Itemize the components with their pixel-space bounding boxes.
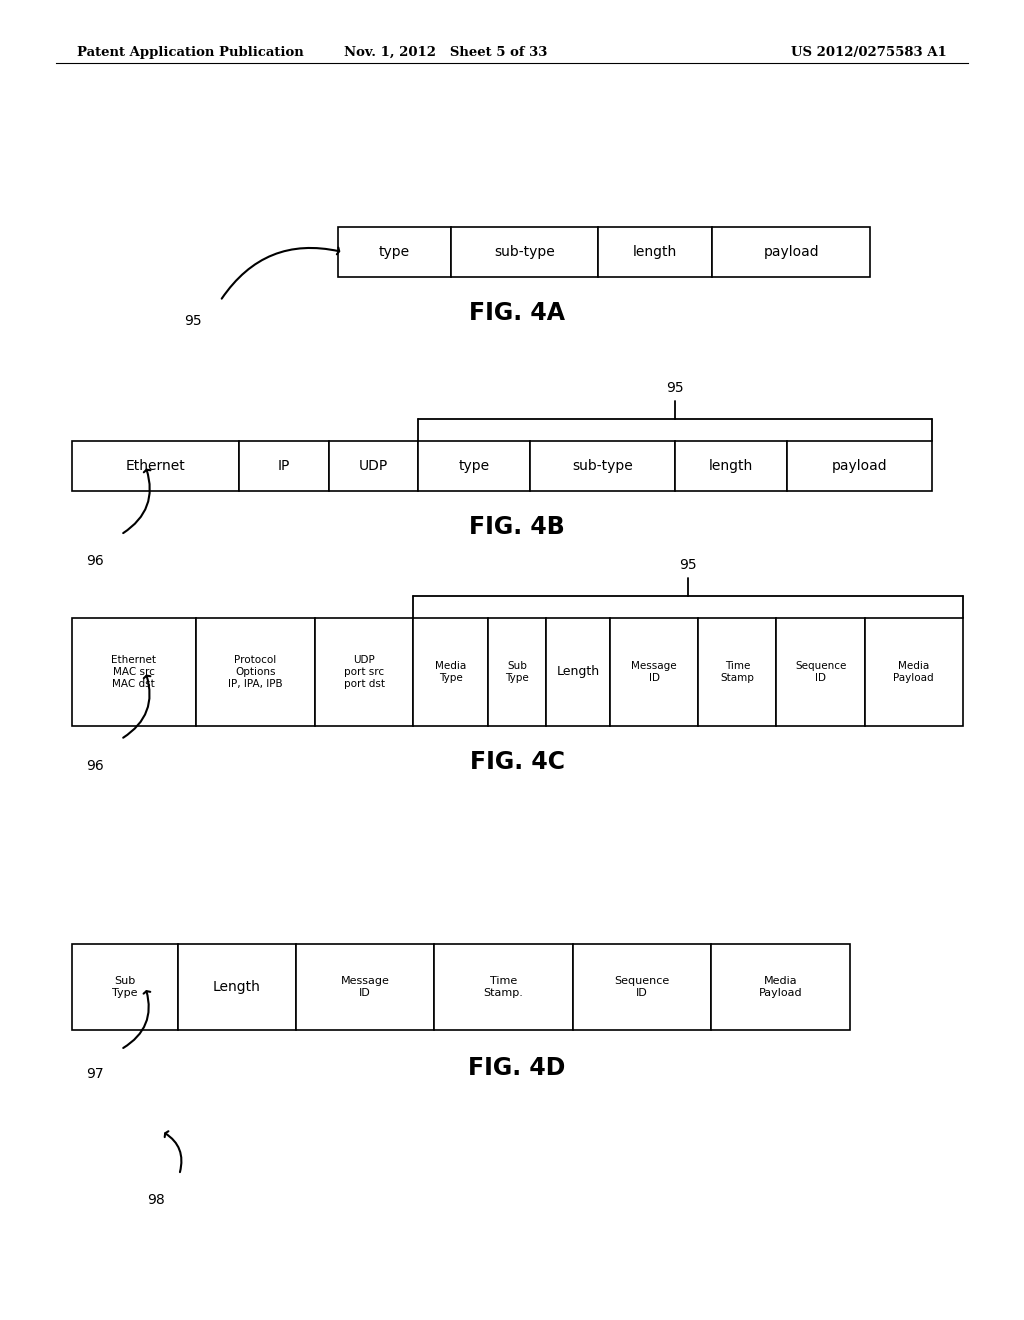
Text: Sub
Type: Sub Type [505,661,529,682]
Text: Sequence
ID: Sequence ID [614,975,670,998]
Bar [240,441,329,491]
Text: Time
Stamp: Time Stamp [721,661,755,682]
Bar [413,618,488,726]
Bar [609,618,698,726]
Text: Patent Application Publication: Patent Application Publication [77,46,303,59]
Text: payload: payload [831,459,887,473]
Bar [315,618,413,726]
Text: Ethernet
MAC src
MAC dst: Ethernet MAC src MAC dst [112,655,157,689]
Bar [72,944,178,1030]
Bar [675,441,786,491]
Bar [488,618,546,726]
Text: payload: payload [763,246,819,259]
Text: FIG. 4D: FIG. 4D [468,1056,566,1080]
Bar [572,944,712,1030]
Text: 96: 96 [86,759,104,774]
Text: Length: Length [213,979,261,994]
Bar [72,618,196,726]
Text: 96: 96 [86,554,104,569]
Bar [178,944,296,1030]
Bar [712,944,850,1030]
Bar [434,944,572,1030]
Text: 95: 95 [183,314,202,329]
Text: Time
Stamp.: Time Stamp. [483,975,523,998]
Text: Message
ID: Message ID [631,661,677,682]
Text: Media
Payload: Media Payload [759,975,803,998]
Text: sub-type: sub-type [572,459,633,473]
Bar [329,441,418,491]
Text: Nov. 1, 2012   Sheet 5 of 33: Nov. 1, 2012 Sheet 5 of 33 [344,46,547,59]
Text: Sub
Type: Sub Type [113,975,138,998]
Text: 97: 97 [86,1067,104,1081]
Bar [598,227,712,277]
Text: FIG. 4C: FIG. 4C [470,750,564,774]
Text: Ethernet: Ethernet [126,459,185,473]
Text: Media
Payload: Media Payload [894,661,934,682]
Text: Protocol
Options
IP, IPA, IPB: Protocol Options IP, IPA, IPB [228,655,283,689]
Bar [452,227,598,277]
Text: FIG. 4A: FIG. 4A [469,301,565,325]
Text: 98: 98 [146,1193,165,1208]
Text: US 2012/0275583 A1: US 2012/0275583 A1 [792,46,947,59]
Bar [786,441,932,491]
Bar [296,944,434,1030]
Text: UDP: UDP [358,459,388,473]
Bar [546,618,609,726]
Text: sub-type: sub-type [495,246,555,259]
Bar [776,618,865,726]
Text: IP: IP [278,459,290,473]
Bar [72,441,240,491]
Text: 95: 95 [679,557,696,572]
Bar [418,441,529,491]
Bar [865,618,963,726]
Text: UDP
port src
port dst: UDP port src port dst [344,655,385,689]
Text: length: length [709,459,753,473]
Bar [712,227,870,277]
Text: type: type [459,459,489,473]
Bar [196,618,315,726]
Bar [338,227,452,277]
Text: Message
ID: Message ID [340,975,389,998]
Text: Media
Type: Media Type [435,661,466,682]
Text: Sequence
ID: Sequence ID [795,661,847,682]
Text: type: type [379,246,411,259]
Text: length: length [633,246,677,259]
Text: Length: Length [556,665,599,678]
Text: 95: 95 [666,380,684,395]
Bar [529,441,675,491]
Text: FIG. 4B: FIG. 4B [469,515,565,539]
Bar [698,618,776,726]
